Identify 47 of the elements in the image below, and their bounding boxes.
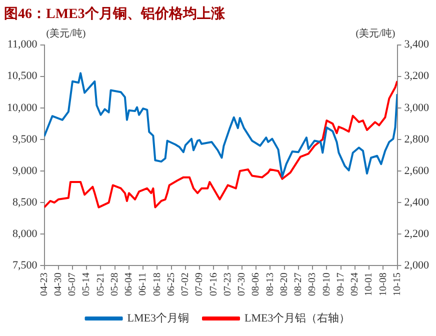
x-tick-label: 09-17 [335,272,346,296]
y2-tick-label: 2,400 [404,196,430,208]
x-tick-label: 09-10 [321,272,332,296]
x-tick-label: 07-23 [222,272,234,296]
y-tick-label: 8,000 [12,228,38,240]
x-tick-label: 06-25 [166,272,177,296]
x-tick-label: 04-23 [38,272,50,296]
y-tick-label: 10,500 [7,70,38,82]
y-tick-label: 7,500 [12,260,38,272]
y-tick-label: 9,000 [12,164,38,177]
chart-title: 图46：LME3个月铜、铝价格均上涨 [4,6,226,22]
x-tick-label: 05-07 [67,272,78,296]
x-tick-label: 04-30 [52,272,64,296]
y-tick-label: 11,000 [7,38,38,51]
x-tick-label: 06-04 [124,272,135,296]
x-tick-label: 10-01 [364,272,375,296]
y-tick-label: 9,500 [12,133,38,146]
y2-tick-label: 3,400 [404,38,430,51]
x-tick-label: 08-20 [278,272,290,296]
y-tick-label: 10,000 [7,102,38,114]
x-tick-label: 10-08 [378,272,389,296]
x-tick-label: 07-09 [194,272,206,296]
x-tick-label: 08-13 [264,272,276,296]
legend-label: LME3个月铝（右轴） [244,311,350,324]
x-tick-label: 08-06 [250,272,262,296]
x-tick-label: 07-02 [180,272,192,296]
x-tick-label: 05-21 [95,272,106,296]
x-tick-label: 09-24 [350,272,361,296]
x-tick-label: 09-03 [307,272,318,296]
y-tick-label: 8,500 [12,196,38,208]
y2-tick-label: 2,000 [404,260,430,272]
x-tick-label: 05-28 [109,272,120,296]
y2-tick-label: 2,200 [404,228,430,240]
y2-axis-title: (美元/吨) [356,27,396,40]
y-axis-title: (美元/吨) [46,27,86,40]
y2-tick-label: 3,200 [404,70,430,82]
x-tick-label: 07-16 [208,272,220,296]
y2-tick-label: 2,600 [404,164,430,177]
x-tick-label: 05-14 [81,272,92,296]
x-tick-label: 07-30 [236,272,248,296]
y2-tick-label: 3,000 [404,102,430,114]
x-tick-label: 06-11 [138,272,149,296]
x-tick-label: 10-15 [392,272,403,296]
x-tick-label: 06-18 [152,272,163,296]
x-tick-label: 08-27 [293,272,304,296]
y2-tick-label: 2,800 [404,133,430,146]
legend-label: LME3个月铜 [127,312,190,324]
